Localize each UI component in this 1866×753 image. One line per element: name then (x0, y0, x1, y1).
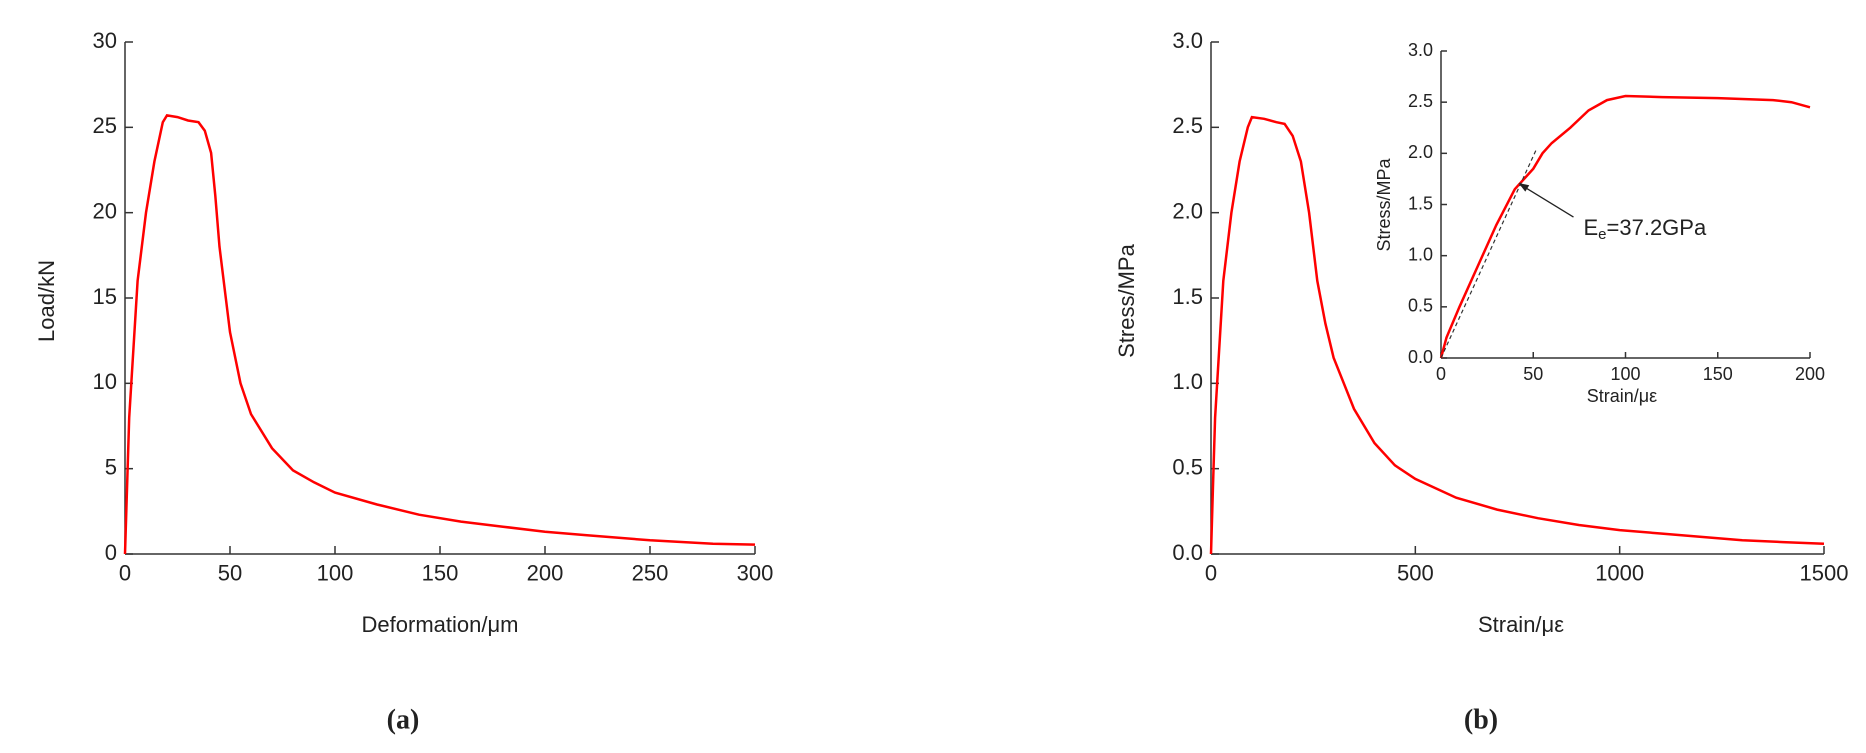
x-tick-label: 1000 (1595, 561, 1644, 586)
y-tick-label: 1.5 (1172, 284, 1203, 309)
data-line (123, 114, 756, 555)
x-tick-label: 50 (1523, 364, 1543, 384)
y-tick-label: 0.5 (1408, 296, 1433, 316)
y-tick-label: 2.0 (1172, 198, 1203, 223)
y-tick-label: 2.5 (1408, 91, 1433, 111)
x-tick-label: 100 (317, 561, 354, 586)
x-tick-label: 1500 (1800, 561, 1849, 586)
x-tick-label: 500 (1397, 561, 1434, 586)
annotation-arrow (1524, 186, 1574, 218)
y-tick-label: 1.5 (1408, 193, 1433, 213)
y-tick-label: 2.0 (1408, 142, 1433, 162)
data-line (1439, 94, 1811, 359)
y-tick-label: 30 (93, 28, 117, 53)
annotation-subscript: e (1598, 226, 1606, 243)
fit-line (1440, 147, 1538, 359)
x-tick-label: 0 (1436, 364, 1446, 384)
x-tick-label: 100 (1610, 364, 1640, 384)
x-axis-label: Deformation/μm (362, 612, 519, 637)
panel-label: (b) (1464, 704, 1498, 735)
y-tick-label: 25 (93, 113, 117, 138)
x-tick-label: 150 (1703, 364, 1733, 384)
annotation: Ee=37.2GPa (1583, 215, 1706, 243)
y-tick-label: 15 (93, 284, 117, 309)
y-tick-label: 3.0 (1172, 28, 1203, 53)
y-axis-label: Stress/MPa (1114, 243, 1139, 357)
y-axis-label: Stress/MPa (1374, 158, 1394, 252)
x-tick-label: 0 (1205, 561, 1217, 586)
panel-label: (a) (387, 704, 420, 735)
y-tick-label: 5 (105, 454, 117, 479)
x-tick-label: 200 (1795, 364, 1825, 384)
x-axis-label: Strain/με (1587, 386, 1657, 406)
y-tick-label: 0.5 (1172, 454, 1203, 479)
x-axis-label: Strain/με (1478, 612, 1564, 637)
y-tick-label: 1.0 (1172, 369, 1203, 394)
data-line (1209, 115, 1825, 555)
y-tick-label: 1.0 (1408, 244, 1433, 264)
y-tick-label: 0 (105, 540, 117, 565)
x-tick-label: 150 (422, 561, 459, 586)
y-tick-label: 2.5 (1172, 113, 1203, 138)
arrow-head (1518, 183, 1530, 192)
x-tick-label: 0 (119, 561, 131, 586)
y-tick-label: 0.0 (1408, 347, 1433, 367)
y-tick-label: 3.0 (1408, 40, 1433, 60)
x-tick-label: 300 (737, 561, 774, 586)
y-tick-label: 20 (93, 198, 117, 223)
annotation-part: E (1583, 215, 1598, 240)
x-tick-label: 50 (218, 561, 242, 586)
y-axis-label: Load/kN (34, 260, 59, 342)
y-tick-label: 0.0 (1172, 540, 1203, 565)
y-tick-label: 10 (93, 369, 117, 394)
x-tick-label: 250 (632, 561, 669, 586)
annotation-part: =37.2GPa (1607, 215, 1707, 240)
x-tick-label: 200 (527, 561, 564, 586)
